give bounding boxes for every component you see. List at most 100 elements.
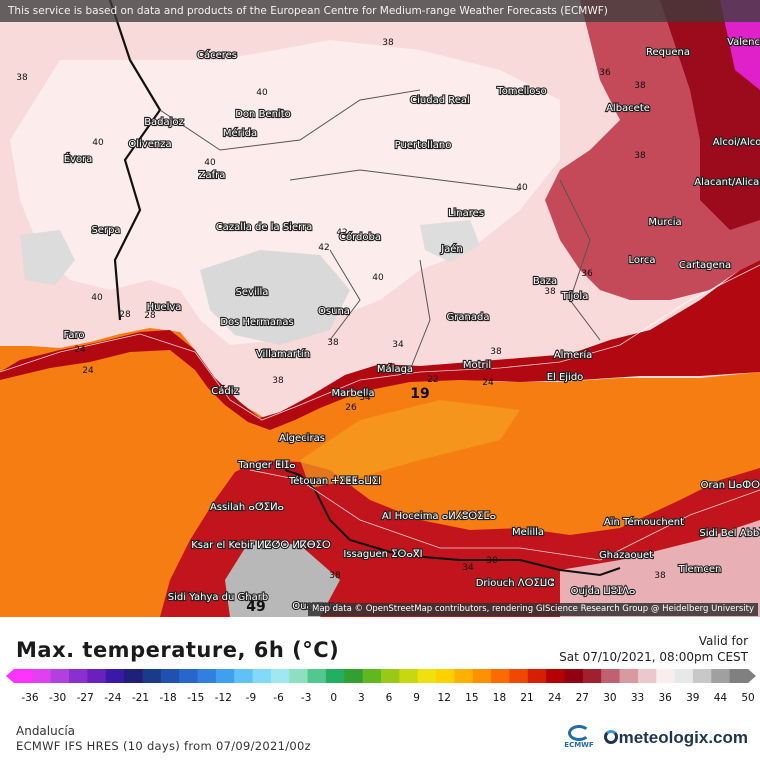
legend-label: 33: [631, 692, 644, 704]
city-label: Osuna: [318, 306, 350, 317]
legend-swatch: [582, 669, 602, 683]
city-label: Sidi Yahya du Gharb: [168, 592, 268, 603]
map-footer: Max. temperature, 6h (°C) Valid for Sat …: [0, 617, 760, 760]
legend-swatch: [491, 669, 510, 683]
legend-swatch: [601, 669, 621, 683]
legend-swatch: [344, 669, 364, 683]
contour-label: 40: [204, 158, 216, 168]
legend-label: -6: [273, 692, 284, 704]
city-label: Dos Hermanas: [220, 317, 293, 328]
city-label: Ksar el Kebir ⵍⵇⵚⵔ ⵍⴽⴱⵉⵔ: [191, 540, 331, 551]
city-label: Murcia: [648, 217, 681, 228]
legend-label: -3: [301, 692, 311, 704]
map-credit: Map data © OpenStreetMap contributors, r…: [308, 603, 758, 616]
city-label: Alacant/Alicante: [694, 177, 760, 188]
city-label: Issaguen ⵉⵙⴰⴳⵏ: [343, 549, 422, 560]
legend-arrow-right: [748, 669, 756, 683]
grey-patch-west: [20, 230, 75, 285]
contour-label: 24: [482, 378, 494, 388]
coastal-hot-band: [0, 260, 760, 430]
legend-label: -12: [215, 692, 232, 704]
legend-label: 44: [714, 692, 728, 704]
city-label: Cáceres: [197, 49, 237, 61]
legend-label: 21: [520, 692, 533, 704]
africa-pale-east: [560, 520, 760, 617]
temperature-map[interactable]: Cáceres Badajoz Mérida Don Benito Évora …: [0, 0, 760, 617]
city-label: Alcoi/Alcoy: [713, 137, 760, 148]
legend-swatch: [619, 669, 639, 683]
legend-swatch: [381, 669, 400, 683]
city-label: Jaén: [440, 243, 463, 255]
city-label: Assilah ⴰⵚⵉⵍⴰ: [210, 502, 284, 513]
interior-pale: [10, 40, 560, 345]
city-label: Oujda ⵡⵓⵊⴷⴰ: [571, 586, 636, 597]
legend-label: -30: [49, 692, 66, 704]
legend-swatch: [14, 669, 33, 683]
city-label: Sidi Bel Abbès: [699, 527, 760, 539]
legend-label: 30: [603, 692, 616, 704]
province-line-2: [289, 169, 521, 191]
contour-label: 36: [599, 68, 611, 78]
contour-label: 38: [382, 38, 394, 48]
legend-swatch: [325, 669, 345, 683]
legend-label: 36: [658, 692, 672, 704]
legend-label: 50: [741, 692, 754, 704]
legend-swatch: [234, 669, 254, 683]
contour-label: 42: [318, 243, 329, 253]
city-label: Lorca: [628, 255, 655, 266]
grey-patch-sevilla: [200, 250, 350, 345]
africa-grey-patch: [225, 540, 340, 617]
city-label: Málaga: [377, 363, 413, 375]
legend-swatch: [179, 669, 198, 683]
legend-swatch: [289, 669, 309, 683]
legend-swatch: [307, 669, 327, 683]
city-label: Olivenza: [128, 139, 171, 150]
city-label: Cartagena: [679, 260, 731, 271]
brand-link[interactable]: meteologix.com: [618, 728, 748, 747]
legend-label: 0: [330, 692, 337, 704]
legend-label: -9: [246, 692, 256, 704]
province-line-4: [409, 259, 431, 371]
province-line-3: [329, 249, 361, 341]
contour-label: 28: [119, 310, 131, 320]
coast-contour: [0, 264, 760, 421]
meteologix-logo-icon: [604, 730, 618, 744]
city-label: Aïn Témouchent: [604, 516, 684, 528]
city-label: Villamartín: [256, 348, 310, 360]
city-label: Cazalla de la Sierra: [216, 222, 313, 233]
model-run: ECMWF IFS HRES (10 days) from 07/09/2021…: [16, 739, 311, 753]
africa-coast-contour: [249, 469, 760, 561]
legend-label: -24: [104, 692, 121, 704]
city-label: Évora: [64, 152, 93, 165]
city-label: Tomelloso: [496, 86, 546, 97]
ecmwf-swirl-icon: [568, 725, 590, 741]
legend-swatch: [711, 669, 731, 683]
ecmwf-logo: ECMWF: [562, 725, 596, 749]
ecmwf-notice: This service is based on data and produc…: [0, 0, 760, 22]
east-magenta-region: [720, 0, 760, 90]
legend-label: 3: [358, 692, 365, 704]
sea-warm-streak: [300, 400, 520, 488]
city-label: Mérida: [223, 127, 257, 139]
legend-swatch: [729, 669, 749, 683]
city-label: Tíjola: [561, 290, 589, 302]
legend-swatch: [546, 669, 565, 683]
legend-swatch: [142, 669, 162, 683]
contour-label: 42: [336, 228, 347, 238]
city-label: Córdoba: [339, 231, 381, 243]
legend-label: -36: [21, 692, 38, 704]
legend-swatch: [362, 669, 382, 683]
legend-swatch: [436, 669, 455, 683]
city-label: Granada: [447, 312, 490, 323]
city-label: Sevilla: [236, 287, 269, 298]
legend-swatch: [50, 669, 70, 683]
contour-label: 38: [16, 73, 28, 83]
contour-label: 24: [82, 366, 94, 376]
city-label: Marbella: [331, 388, 374, 399]
legend-swatch: [124, 669, 143, 683]
contour-label: 38: [490, 347, 502, 357]
legend-swatch: [69, 669, 88, 683]
legend-arrow-left: [6, 669, 14, 683]
legend-swatch: [32, 669, 52, 683]
city-label: Linares: [448, 208, 484, 219]
